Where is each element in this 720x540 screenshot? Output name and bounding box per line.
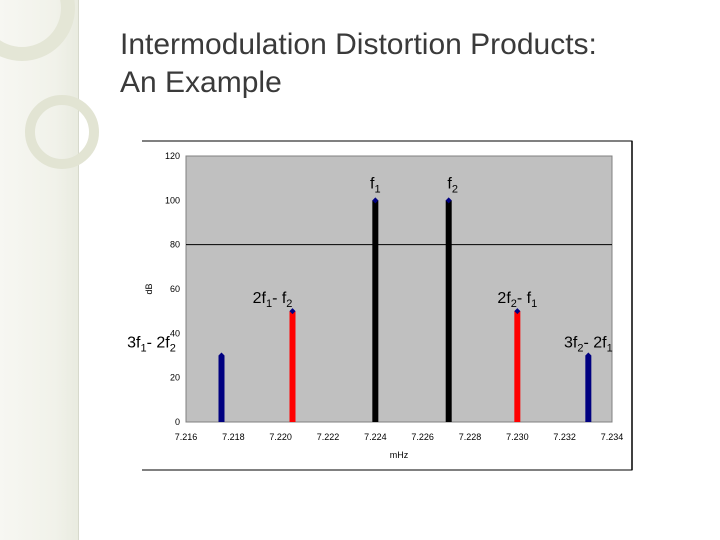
y-tick-label: 60: [170, 284, 180, 294]
x-tick-label: 7.224: [364, 432, 387, 442]
x-tick-label: 7.234: [601, 432, 624, 442]
y-tick-label: 80: [170, 240, 180, 250]
y-tick-label: 120: [165, 151, 180, 161]
spectral-line-label: 3f1- 2f2: [127, 335, 176, 355]
spectral-line-bar: [372, 200, 379, 422]
plot-area: [185, 155, 613, 423]
slide-title-line1: Intermodulation Distortion Products:: [120, 28, 597, 61]
spectral-line-marker: [372, 197, 379, 204]
x-axis-label: mHz: [390, 450, 409, 460]
y-axis-label: dB: [144, 283, 154, 294]
x-tick-label: 7.216: [175, 432, 198, 442]
spectral-line-marker: [585, 352, 592, 359]
x-tick-label: 7.232: [553, 432, 576, 442]
y-tick-label: 40: [170, 328, 180, 338]
spectral-line-marker: [289, 308, 296, 315]
spectral-line-bar: [289, 311, 296, 422]
ring-bottom: [25, 95, 99, 169]
ring-top: [0, 0, 75, 61]
x-tick-label: 7.226: [411, 432, 434, 442]
y-tick-label: 100: [165, 195, 180, 205]
x-tick-label: 7.228: [459, 432, 482, 442]
slide-side-band: [0, 0, 79, 540]
spectral-line-label: 2f1- f2: [253, 290, 293, 310]
spectral-line-bar: [514, 311, 521, 422]
spectral-line-bar: [445, 200, 452, 422]
slide-title-line2: An Example: [120, 66, 282, 99]
spectral-line-marker: [218, 352, 225, 359]
y-tick-label: 0: [175, 417, 180, 427]
spectral-line-marker: [514, 308, 521, 315]
spectral-line-label: 2f2- f1: [497, 290, 537, 310]
spectral-line-label: f2: [447, 175, 458, 195]
spectral-line-label: 3f2- 2f1: [564, 335, 613, 355]
decorative-rings: [0, 0, 99, 169]
x-tick-label: 7.220: [269, 432, 292, 442]
y-tick-label: 20: [170, 373, 180, 383]
spectral-line-marker: [445, 197, 452, 204]
x-tick-label: 7.230: [506, 432, 529, 442]
x-tick-label: 7.218: [222, 432, 245, 442]
x-tick-label: 7.222: [317, 432, 340, 442]
slide-title: Intermodulation Distortion Products: An …: [120, 26, 710, 102]
spectral-line-label: f1: [370, 175, 381, 195]
spectral-line-bar: [585, 355, 592, 422]
spectral-line-bar: [218, 355, 225, 422]
